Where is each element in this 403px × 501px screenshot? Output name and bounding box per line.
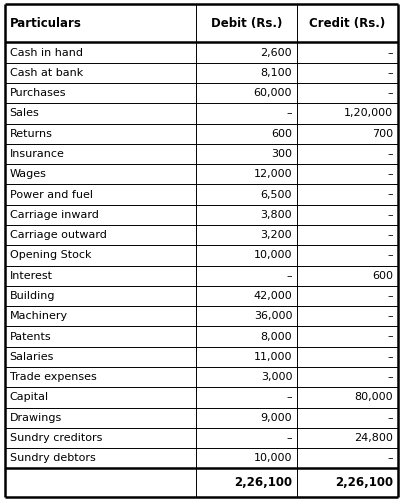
Text: Insurance: Insurance <box>10 149 64 159</box>
Text: 3,800: 3,800 <box>261 210 292 220</box>
Text: 600: 600 <box>372 271 393 281</box>
Text: 10,000: 10,000 <box>254 250 292 261</box>
Text: Sundry debtors: Sundry debtors <box>10 453 96 463</box>
Text: –: – <box>388 88 393 98</box>
Text: Credit (Rs.): Credit (Rs.) <box>310 17 386 30</box>
Text: Returns: Returns <box>10 129 52 139</box>
Text: Power and fuel: Power and fuel <box>10 189 93 199</box>
Text: Interest: Interest <box>10 271 53 281</box>
Text: –: – <box>287 108 292 118</box>
Text: 8,000: 8,000 <box>261 332 292 342</box>
Text: –: – <box>388 68 393 78</box>
Text: –: – <box>287 433 292 443</box>
Text: 12,000: 12,000 <box>253 169 292 179</box>
Text: Wages: Wages <box>10 169 47 179</box>
Text: 2,26,100: 2,26,100 <box>234 476 292 489</box>
Text: Patents: Patents <box>10 332 51 342</box>
Text: 2,600: 2,600 <box>261 48 292 58</box>
Text: Debit (Rs.): Debit (Rs.) <box>211 17 282 30</box>
Text: 11,000: 11,000 <box>254 352 292 362</box>
Text: Building: Building <box>10 291 55 301</box>
Text: –: – <box>388 372 393 382</box>
Text: –: – <box>287 271 292 281</box>
Text: –: – <box>388 311 393 321</box>
Text: Cash at bank: Cash at bank <box>10 68 83 78</box>
Text: 9,000: 9,000 <box>261 413 292 423</box>
Text: 3,200: 3,200 <box>261 230 292 240</box>
Text: 80,000: 80,000 <box>355 392 393 402</box>
Text: Drawings: Drawings <box>10 413 62 423</box>
Text: Salaries: Salaries <box>10 352 54 362</box>
Text: 3,000: 3,000 <box>261 372 292 382</box>
Text: 24,800: 24,800 <box>355 433 393 443</box>
Text: –: – <box>388 230 393 240</box>
Text: Machinery: Machinery <box>10 311 68 321</box>
Text: 10,000: 10,000 <box>254 453 292 463</box>
Text: –: – <box>388 250 393 261</box>
Text: 2,26,100: 2,26,100 <box>335 476 393 489</box>
Text: –: – <box>388 413 393 423</box>
Text: –: – <box>388 48 393 58</box>
Text: Sundry creditors: Sundry creditors <box>10 433 102 443</box>
Text: Purchases: Purchases <box>10 88 66 98</box>
Text: 6,500: 6,500 <box>261 189 292 199</box>
Text: 42,000: 42,000 <box>253 291 292 301</box>
Text: –: – <box>388 352 393 362</box>
Text: Cash in hand: Cash in hand <box>10 48 83 58</box>
Text: 60,000: 60,000 <box>254 88 292 98</box>
Text: –: – <box>287 392 292 402</box>
Text: –: – <box>388 169 393 179</box>
Text: Particulars: Particulars <box>10 17 81 30</box>
Text: 8,100: 8,100 <box>261 68 292 78</box>
Text: 300: 300 <box>271 149 292 159</box>
Text: –: – <box>388 189 393 199</box>
Text: 700: 700 <box>372 129 393 139</box>
Text: Trade expenses: Trade expenses <box>10 372 96 382</box>
Text: –: – <box>388 210 393 220</box>
Text: 36,000: 36,000 <box>254 311 292 321</box>
Text: –: – <box>388 332 393 342</box>
Text: –: – <box>388 149 393 159</box>
Text: Carriage outward: Carriage outward <box>10 230 106 240</box>
Text: 1,20,000: 1,20,000 <box>344 108 393 118</box>
Text: Carriage inward: Carriage inward <box>10 210 99 220</box>
Text: 600: 600 <box>271 129 292 139</box>
Text: Sales: Sales <box>10 108 39 118</box>
Text: –: – <box>388 291 393 301</box>
Text: Capital: Capital <box>10 392 49 402</box>
Text: –: – <box>388 453 393 463</box>
Text: Opening Stock: Opening Stock <box>10 250 91 261</box>
